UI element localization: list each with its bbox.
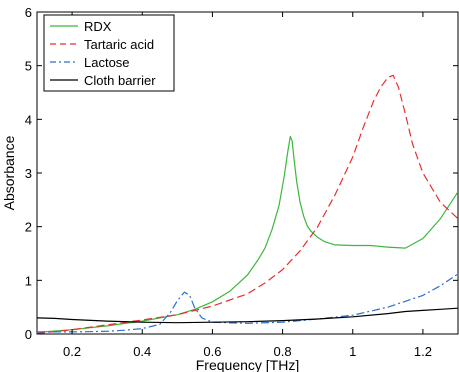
x-axis-label: Frequency [THz] <box>196 357 299 372</box>
x-tick-label: 0.8 <box>274 344 292 359</box>
y-tick-label: 6 <box>25 5 32 20</box>
legend-label: RDX <box>84 19 112 34</box>
y-tick-label: 2 <box>25 220 32 235</box>
series-line-lactose <box>37 273 458 333</box>
legend-label: Tartaric acid <box>84 37 154 52</box>
series-line-tartaric-acid <box>37 74 458 334</box>
y-tick-label: 0 <box>25 327 32 342</box>
x-tick-label: 0.6 <box>203 344 221 359</box>
series-line-cloth-barrier <box>37 307 458 324</box>
series-line-rdx <box>37 135 458 333</box>
y-tick-label: 1 <box>25 273 32 288</box>
legend-box <box>43 14 175 92</box>
legend: RDX Tartaric acid Lactose Cloth barrier <box>43 14 175 92</box>
y-tick-label: 4 <box>25 112 32 127</box>
x-tick-label: 1 <box>349 344 356 359</box>
legend-label: Cloth barrier <box>84 73 156 88</box>
x-tick-label: 0.4 <box>133 344 151 359</box>
x-tick-label: 0.2 <box>63 344 81 359</box>
series-layer <box>37 74 458 334</box>
x-tick-label: 1.2 <box>414 344 432 359</box>
y-tick-label: 3 <box>25 166 32 181</box>
y-axis-label: Absorbance <box>1 135 17 210</box>
y-tick-label: 5 <box>25 59 32 74</box>
legend-label: Lactose <box>84 55 130 70</box>
